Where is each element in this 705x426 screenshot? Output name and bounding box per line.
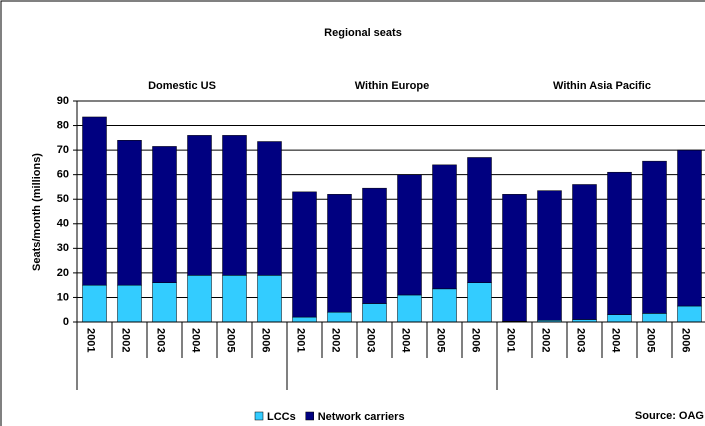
x-tick-label: 2002 bbox=[120, 328, 132, 352]
bar-segment bbox=[642, 313, 667, 323]
bar-segment bbox=[257, 275, 282, 323]
y-axis-label: Seats/month (millions) bbox=[31, 153, 43, 271]
x-tick-label: 2003 bbox=[575, 328, 587, 352]
bar-segment bbox=[362, 187, 387, 304]
bar-segment bbox=[117, 140, 142, 286]
y-tick-label: 80 bbox=[57, 119, 69, 131]
bar-segment bbox=[467, 282, 492, 323]
x-tick-label: 2004 bbox=[610, 328, 622, 353]
bar-segment bbox=[152, 282, 177, 323]
bar-segment bbox=[607, 171, 632, 315]
y-tick-label: 90 bbox=[57, 95, 69, 107]
x-tick-label: 2001 bbox=[85, 328, 97, 352]
source: Source: OAG bbox=[635, 410, 704, 422]
bar-segment bbox=[607, 314, 632, 323]
bar-segment bbox=[292, 316, 317, 323]
x-tick-label: 2006 bbox=[680, 328, 692, 352]
y-tick-label: 30 bbox=[57, 242, 69, 254]
group-label: Within Europe bbox=[355, 80, 429, 92]
x-tick-label: 2002 bbox=[330, 328, 342, 352]
x-tick-label: 2004 bbox=[400, 328, 412, 353]
bar-segment bbox=[362, 303, 387, 323]
y-tick-label: 10 bbox=[57, 291, 69, 303]
bar-segment bbox=[467, 157, 492, 283]
x-tick-label: 2001 bbox=[295, 328, 307, 352]
bar-segment bbox=[397, 174, 422, 296]
y-tick-label: 50 bbox=[57, 193, 69, 205]
bar-segment bbox=[327, 194, 352, 313]
legend-label: LCCs bbox=[267, 411, 296, 423]
x-tick-label: 2004 bbox=[190, 328, 202, 353]
x-tick-label: 2005 bbox=[435, 328, 447, 352]
x-tick-label: 2001 bbox=[505, 328, 517, 352]
x-tick-label: 2003 bbox=[155, 328, 167, 352]
bar-segment bbox=[677, 149, 702, 307]
y-tick-label: 70 bbox=[57, 144, 69, 156]
x-tick-label: 2005 bbox=[645, 328, 657, 352]
bar-segment bbox=[222, 275, 247, 323]
bar-segment bbox=[82, 284, 107, 323]
chart-title: Regional seats bbox=[324, 27, 402, 39]
y-tick-label: 20 bbox=[57, 267, 69, 279]
group-label: Within Asia Pacific bbox=[553, 80, 651, 92]
bar-segment bbox=[432, 164, 457, 290]
bar-segment bbox=[572, 184, 597, 320]
x-tick-label: 2006 bbox=[470, 328, 482, 352]
bar-segment bbox=[642, 160, 667, 314]
legend-swatch bbox=[305, 411, 314, 421]
legend-label: Network carriers bbox=[318, 411, 405, 423]
x-tick-label: 2002 bbox=[540, 328, 552, 352]
x-tick-label: 2006 bbox=[260, 328, 272, 352]
x-tick-label: 2005 bbox=[225, 328, 237, 352]
bar-segment bbox=[432, 288, 457, 323]
bar-segment bbox=[327, 311, 352, 323]
legend-swatch bbox=[254, 411, 264, 421]
bar-segment bbox=[222, 135, 247, 276]
y-tick-label: 0 bbox=[63, 316, 69, 328]
group-label: Domestic US bbox=[148, 80, 216, 92]
bar-segment bbox=[82, 116, 107, 286]
bar-segment bbox=[537, 190, 562, 321]
bar-segment bbox=[292, 191, 317, 318]
bar-segment bbox=[257, 141, 282, 276]
bar-segment bbox=[502, 194, 527, 322]
y-tick-label: 40 bbox=[57, 218, 69, 230]
x-tick-label: 2003 bbox=[365, 328, 377, 352]
bar-segment bbox=[187, 135, 212, 276]
bar-segment bbox=[677, 305, 702, 323]
y-tick-label: 60 bbox=[57, 169, 69, 181]
bar-segment bbox=[152, 146, 177, 283]
bar-segment bbox=[117, 284, 142, 323]
bar-segment bbox=[187, 275, 212, 323]
bar-segment bbox=[397, 294, 422, 323]
